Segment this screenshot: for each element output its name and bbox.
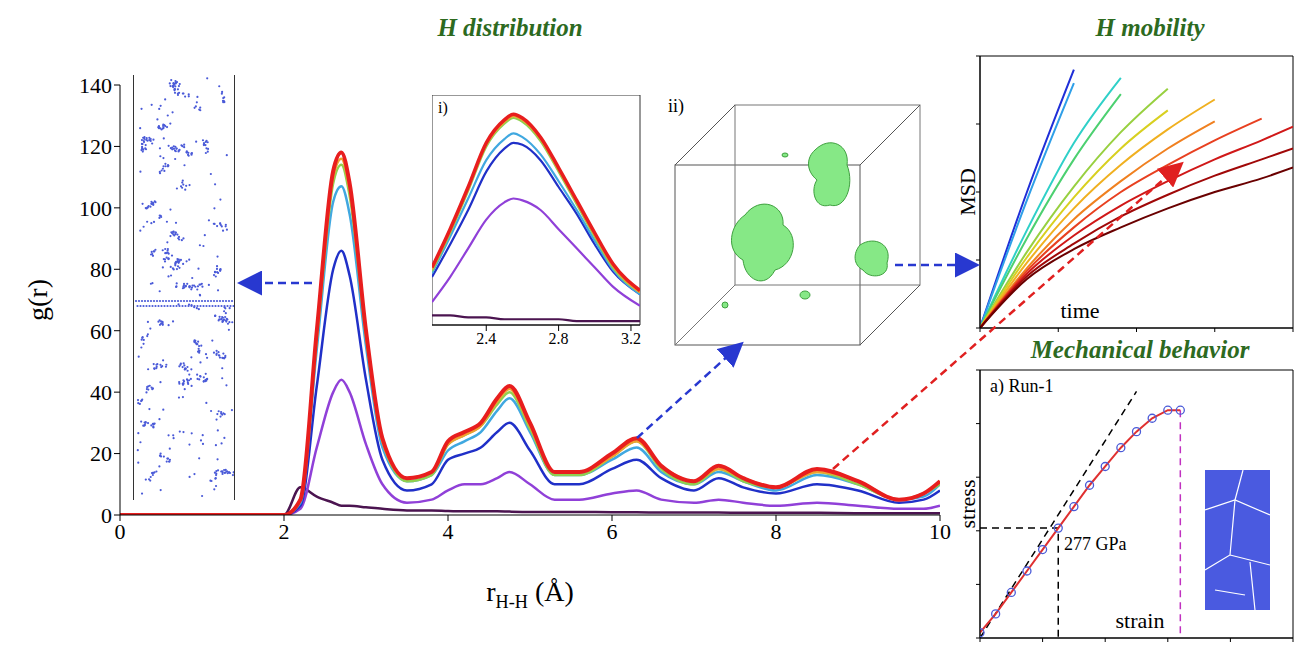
svg-text:140: 140 [79, 73, 112, 98]
svg-text:40: 40 [90, 380, 112, 405]
svg-text:3.2: 3.2 [621, 330, 641, 347]
svg-text:120: 120 [79, 134, 112, 159]
svg-text:10: 10 [929, 519, 951, 544]
svg-text:8: 8 [771, 519, 782, 544]
html-text:i): i) [438, 99, 448, 116]
html-text:a) Run-1: a) Run-1 [990, 376, 1054, 396]
html-text:MSD: MSD [955, 168, 980, 216]
html-text:277 GPa: 277 GPa [1064, 534, 1127, 554]
html-text:rH-H(Å): rH-H(Å) [486, 576, 574, 612]
svg-text:80: 80 [90, 257, 112, 282]
svg-text:6: 6 [607, 519, 618, 544]
svg-text:0: 0 [115, 519, 126, 544]
svg-text:0: 0 [101, 503, 112, 528]
html-text:Mechanical behavior: Mechanical behavior [1030, 336, 1250, 363]
html-text:g(r): g(r) [22, 279, 53, 321]
svg-text:2: 2 [279, 519, 290, 544]
svg-text:60: 60 [90, 319, 112, 344]
svg-text:4: 4 [443, 519, 454, 544]
svg-text:2.4: 2.4 [476, 330, 496, 347]
html-text:ii): ii) [668, 96, 684, 116]
html-text:H mobility: H mobility [1095, 14, 1205, 41]
html-text:H distribution: H distribution [437, 14, 583, 41]
html-text:stress: stress [955, 479, 980, 529]
svg-text:2.8: 2.8 [549, 330, 569, 347]
svg-text:20: 20 [90, 441, 112, 466]
html-text:strain: strain [1115, 608, 1165, 633]
svg-text:100: 100 [79, 196, 112, 221]
html-text:time: time [1060, 298, 1100, 323]
